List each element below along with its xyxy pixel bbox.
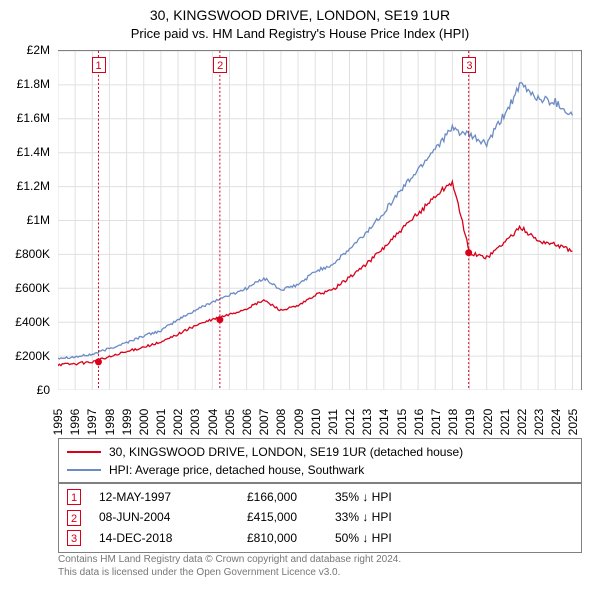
x-tick-label: 2023: [532, 409, 546, 436]
y-tick-label: £1.4M: [17, 145, 50, 159]
x-tick-label: 2013: [360, 409, 374, 436]
y-tick-label: £1.2M: [17, 179, 50, 193]
marker-number-box: 1: [92, 57, 106, 73]
x-tick-label: 1996: [68, 409, 82, 436]
x-tick-label: 2016: [412, 409, 426, 436]
legend-swatch-hpi: [67, 469, 101, 471]
x-tick-label: 1997: [85, 409, 99, 436]
x-tick-label: 2017: [429, 409, 443, 436]
x-tick-label: 2020: [481, 409, 495, 436]
event-price: £810,000: [227, 528, 317, 548]
x-tick-label: 2015: [395, 409, 409, 436]
footer: Contains HM Land Registry data © Crown c…: [58, 554, 582, 579]
y-axis: £0£200K£400K£600K£800K£1M£1.2M£1.4M£1.6M…: [0, 50, 54, 390]
y-tick-label: £200K: [15, 349, 50, 363]
x-tick-label: 2009: [292, 409, 306, 436]
marker-number-box: 3: [462, 57, 476, 73]
x-tick-label: 2018: [446, 409, 460, 436]
y-tick-label: £600K: [15, 281, 50, 295]
title-line-1: 30, KINGSWOOD DRIVE, LONDON, SE19 1UR: [0, 6, 600, 24]
event-number: 2: [67, 510, 81, 526]
x-tick-label: 2011: [326, 409, 340, 435]
event-number: 3: [67, 530, 81, 546]
x-tick-label: 2014: [377, 409, 391, 436]
x-tick-label: 2001: [154, 409, 168, 436]
legend-swatch-price: [67, 451, 101, 453]
x-tick-label: 1999: [120, 409, 134, 436]
y-tick-label: £800K: [15, 247, 50, 261]
legend: 30, KINGSWOOD DRIVE, LONDON, SE19 1UR (d…: [58, 438, 582, 484]
x-tick-label: 2012: [343, 409, 357, 436]
x-tick-label: 2003: [188, 409, 202, 436]
chart-title: 30, KINGSWOOD DRIVE, LONDON, SE19 1UR Pr…: [0, 0, 600, 43]
x-tick-label: 2021: [498, 409, 512, 436]
legend-item-hpi: HPI: Average price, detached house, Sout…: [67, 461, 573, 479]
y-tick-label: £400K: [15, 315, 50, 329]
title-line-2: Price paid vs. HM Land Registry's House …: [0, 26, 600, 43]
event-number: 1: [67, 489, 81, 505]
x-tick-label: 2019: [463, 409, 477, 436]
x-tick-label: 2005: [223, 409, 237, 436]
legend-item-price: 30, KINGSWOOD DRIVE, LONDON, SE19 1UR (d…: [67, 443, 573, 461]
event-price: £415,000: [227, 507, 317, 527]
y-tick-label: £1M: [27, 213, 50, 227]
footer-line-2: This data is licensed under the Open Gov…: [58, 567, 582, 580]
legend-label-price: 30, KINGSWOOD DRIVE, LONDON, SE19 1UR (d…: [109, 443, 463, 461]
legend-label-hpi: HPI: Average price, detached house, Sout…: [109, 461, 364, 479]
x-tick-label: 2002: [171, 409, 185, 436]
event-price: £166,000: [227, 487, 317, 507]
event-row: 1 12-MAY-1997 £166,000 35% ↓ HPI: [67, 487, 573, 507]
x-tick-label: 2010: [309, 409, 323, 436]
x-tick-label: 1998: [103, 409, 117, 436]
event-diff: 50% ↓ HPI: [335, 528, 392, 548]
x-tick-label: 2007: [257, 409, 271, 436]
event-date: 14-DEC-2018: [99, 528, 209, 548]
event-row: 3 14-DEC-2018 £810,000 50% ↓ HPI: [67, 528, 573, 548]
x-axis: 1995199619971998199920002001200220032004…: [58, 392, 582, 436]
x-tick-label: 2000: [137, 409, 151, 436]
x-tick-label: 1995: [51, 409, 65, 436]
event-diff: 33% ↓ HPI: [335, 507, 392, 527]
marker-number-box: 2: [213, 57, 227, 73]
y-tick-label: £1.8M: [17, 77, 50, 91]
events-table: 1 12-MAY-1997 £166,000 35% ↓ HPI 2 08-JUN-200…: [58, 482, 582, 553]
x-tick-label: 2025: [566, 409, 580, 436]
x-tick-label: 2006: [240, 409, 254, 436]
x-tick-label: 2024: [549, 409, 563, 436]
event-date: 08-JUN-2004: [99, 507, 209, 527]
y-tick-label: £0: [37, 383, 50, 397]
x-tick-label: 2022: [515, 409, 529, 436]
footer-line-1: Contains HM Land Registry data © Crown c…: [58, 554, 582, 567]
event-diff: 35% ↓ HPI: [335, 487, 392, 507]
x-tick-label: 2008: [274, 409, 288, 436]
x-tick-label: 2004: [206, 409, 220, 436]
event-row: 2 08-JUN-2004 £415,000 33% ↓ HPI: [67, 507, 573, 527]
y-tick-label: £1.6M: [17, 111, 50, 125]
chart-plot-area: 1 2 3: [58, 50, 582, 390]
y-tick-label: £2M: [27, 43, 50, 57]
chart-svg: [58, 51, 581, 390]
event-date: 12-MAY-1997: [99, 487, 209, 507]
